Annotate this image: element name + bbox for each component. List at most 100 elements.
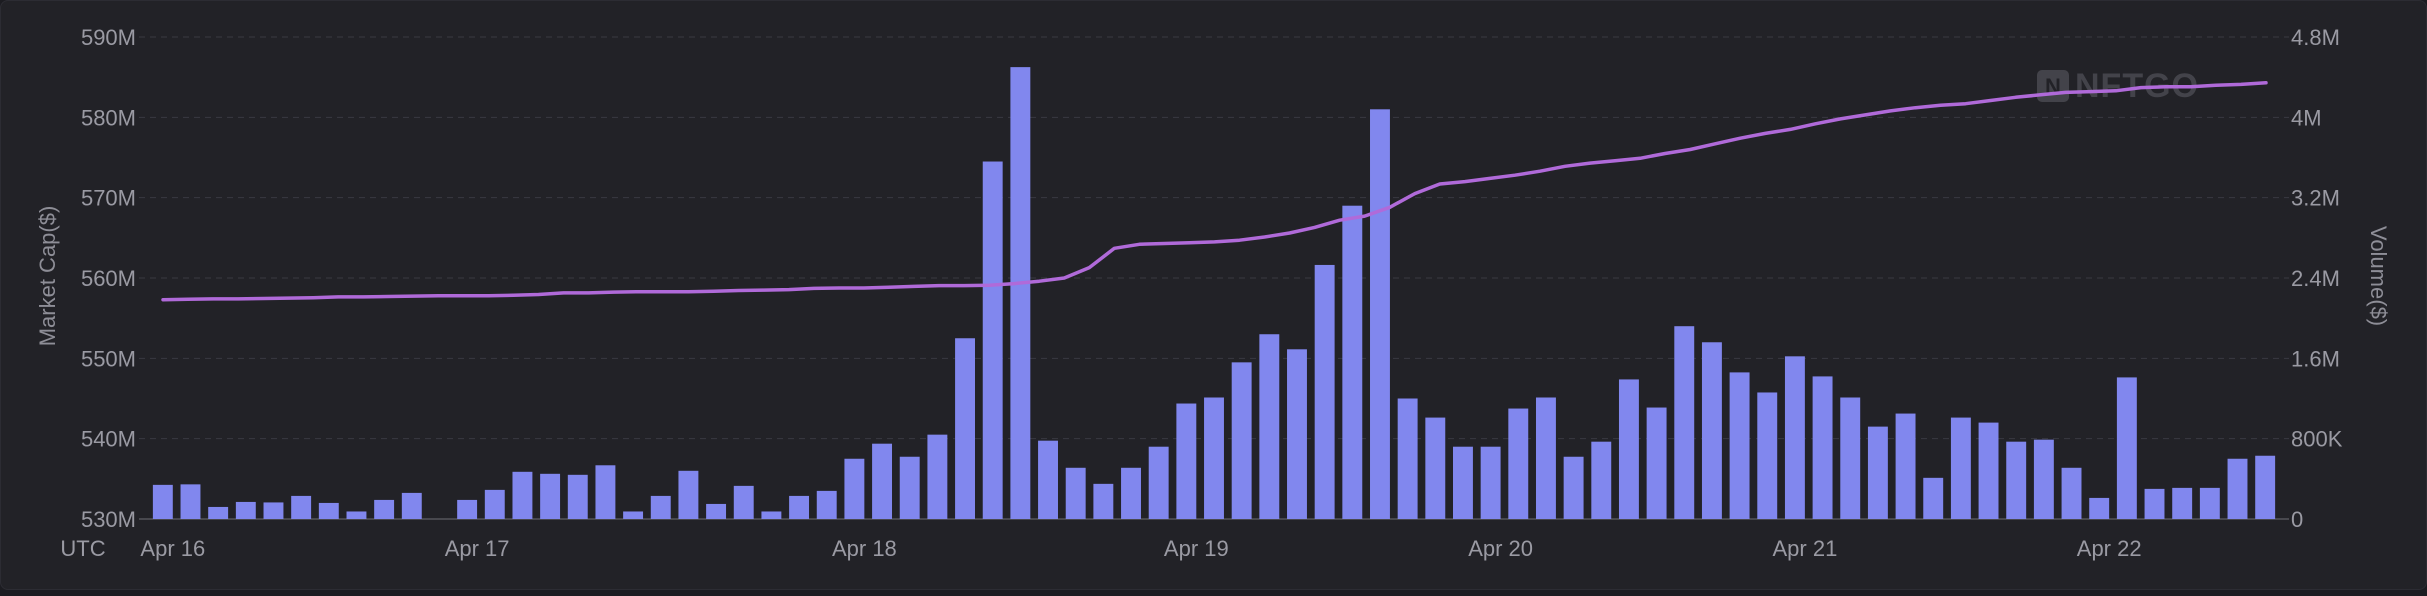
volume-bar xyxy=(180,484,201,519)
volume-bar xyxy=(733,485,754,519)
volume-bar xyxy=(1480,446,1501,519)
volume-bar xyxy=(1563,456,1584,519)
x-tick-label: Apr 18 xyxy=(832,536,897,561)
volume-bar xyxy=(401,492,422,519)
volume-bar xyxy=(1121,467,1141,519)
volume-bar xyxy=(235,501,256,519)
volume-bar xyxy=(318,502,339,519)
volume-bar xyxy=(1646,407,1667,519)
volume-bar xyxy=(1508,408,1529,519)
left-tick-label: 580M xyxy=(81,105,136,130)
left-tick-label: 590M xyxy=(81,25,136,50)
volume-bar xyxy=(1895,413,1916,519)
volume-bar xyxy=(650,495,671,519)
right-tick-label: 3.2M xyxy=(2291,186,2340,211)
volume-bar xyxy=(872,443,893,519)
volume-bar xyxy=(1038,440,1058,519)
volume-bar xyxy=(1314,264,1335,519)
volume-bar xyxy=(2061,467,2082,519)
x-tick-label: Apr 16 xyxy=(140,536,205,561)
volume-bar xyxy=(1287,349,1307,519)
right-tick-label: 4M xyxy=(2291,105,2322,130)
volume-bar xyxy=(2199,487,2220,519)
volume-bar xyxy=(816,490,837,519)
volume-bar xyxy=(1204,397,1224,519)
market-cap-series-line xyxy=(161,81,2268,302)
market-cap-line xyxy=(161,81,2268,302)
volume-bar xyxy=(955,338,975,519)
volume-bar xyxy=(1010,67,1031,519)
volume-bars xyxy=(152,67,2276,520)
x-tick-label: Apr 22 xyxy=(2077,536,2142,561)
x-tick-label: Apr 17 xyxy=(445,536,510,561)
left-axis: 530M 540M 550M 560M 570M 580M 590M xyxy=(81,25,136,532)
left-axis-title: Market Cap($) xyxy=(35,206,60,347)
volume-bar xyxy=(2116,377,2137,519)
x-tick-label: Apr 20 xyxy=(1468,536,1533,561)
right-axis: 0 800K 1.6M 2.4M 3.2M 4M 4.8M xyxy=(2291,25,2343,532)
right-tick-label: 2.4M xyxy=(2291,266,2340,291)
volume-bar xyxy=(761,511,782,519)
volume-bar xyxy=(1950,417,1971,519)
left-tick-label: 540M xyxy=(81,427,136,452)
volume-bar xyxy=(1397,398,1418,519)
volume-bar xyxy=(2227,458,2248,519)
right-tick-label: 0 xyxy=(2291,507,2303,532)
volume-bar xyxy=(595,465,616,519)
volume-bar xyxy=(789,495,810,519)
volume-bar xyxy=(1701,342,1722,519)
volume-bar xyxy=(1259,334,1280,519)
volume-bar xyxy=(1591,441,1612,519)
volume-bar xyxy=(457,499,478,519)
volume-bar xyxy=(2033,439,2054,519)
right-tick-label: 4.8M xyxy=(2291,25,2340,50)
volume-bar xyxy=(2006,441,2027,519)
volume-bar xyxy=(1923,477,1944,519)
volume-bar xyxy=(1784,356,1805,519)
volume-bar xyxy=(152,484,173,519)
right-axis-title: Volume($) xyxy=(2366,226,2391,326)
volume-bar xyxy=(2255,455,2276,519)
volume-bar xyxy=(982,161,1003,519)
volume-bar xyxy=(540,473,561,519)
volume-bar xyxy=(1729,372,1750,519)
left-tick-label: 530M xyxy=(81,507,136,532)
x-axis: UTC Apr 16 Apr 17 Apr 18 Apr 19 Apr 20 Apr 21… xyxy=(60,536,2141,561)
volume-bar xyxy=(678,470,699,519)
volume-bar xyxy=(1840,397,1861,519)
volume-bar xyxy=(927,434,948,519)
left-tick-label: 550M xyxy=(81,346,136,371)
volume-bar xyxy=(899,456,920,519)
volume-bar xyxy=(263,502,284,519)
volume-bar xyxy=(1370,109,1390,520)
volume-bar xyxy=(291,495,312,519)
volume-bar xyxy=(567,474,588,519)
left-tick-label: 570M xyxy=(81,186,136,211)
volume-bar xyxy=(1093,483,1114,519)
volume-bar xyxy=(1148,446,1169,519)
volume-bar xyxy=(1978,422,1999,519)
volume-bar xyxy=(1176,403,1197,519)
volume-bar xyxy=(623,511,644,519)
volume-bar xyxy=(844,458,865,519)
right-tick-label: 800K xyxy=(2291,427,2343,452)
volume-bar xyxy=(512,471,533,519)
volume-bar xyxy=(1453,446,1473,519)
volume-bar xyxy=(484,489,505,519)
volume-bar xyxy=(2144,488,2165,519)
volume-bar xyxy=(1674,326,1695,519)
volume-bar xyxy=(2089,497,2110,519)
right-tick-label: 1.6M xyxy=(2291,346,2340,371)
left-tick-label: 560M xyxy=(81,266,136,291)
volume-bar xyxy=(1618,379,1639,519)
volume-bar xyxy=(1231,362,1252,519)
volume-bar xyxy=(1425,417,1446,519)
volume-bar xyxy=(374,499,395,519)
volume-bar xyxy=(1757,392,1778,519)
volume-bar xyxy=(1535,397,1556,519)
volume-bar xyxy=(208,506,229,519)
volume-bar xyxy=(706,503,727,519)
volume-bar xyxy=(1812,376,1833,519)
volume-bar xyxy=(1065,467,1086,519)
